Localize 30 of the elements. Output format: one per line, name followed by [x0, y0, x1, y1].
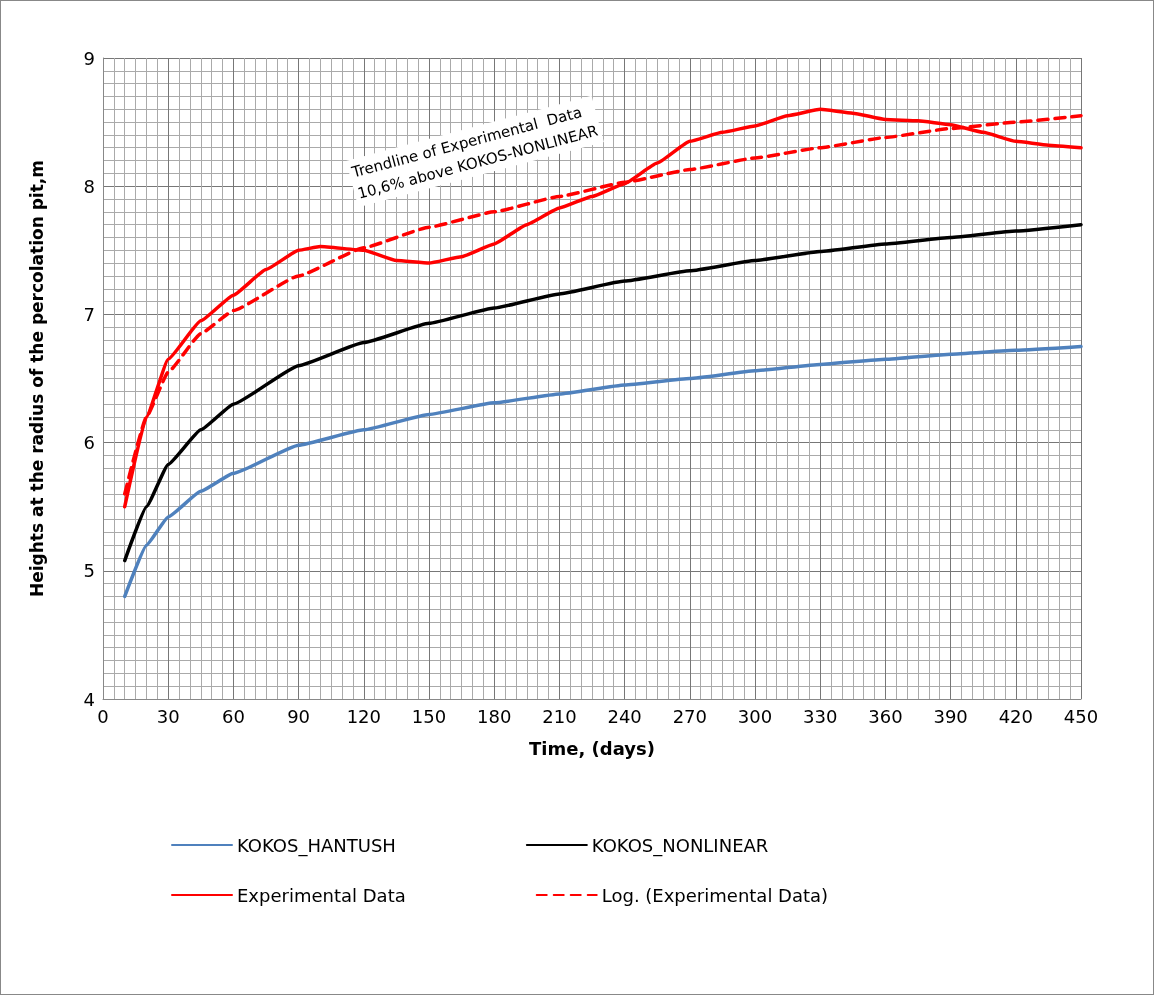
x-tick-label: 0	[97, 705, 109, 727]
x-tick-label: 420	[998, 705, 1033, 727]
legend-label: Experimental Data	[237, 884, 406, 906]
x-tick-label: 60	[221, 705, 245, 727]
line-series	[122, 344, 1083, 599]
x-tick-label: 240	[607, 705, 642, 727]
x-tick-label: 270	[672, 705, 707, 727]
y-tick-label: 4	[83, 688, 95, 710]
legend-label: Log. (Experimental Data)	[601, 884, 829, 906]
y-tick-label: 6	[83, 432, 95, 454]
legend-label: KOKOS_NONLINEAR	[591, 834, 769, 857]
y-axis-title: Heights at the radius of the percolation pit,m	[26, 160, 47, 597]
x-tick-label: 390	[933, 705, 968, 727]
x-axis-title: Time, (days)	[529, 737, 655, 759]
y-tick-label: 5	[83, 560, 95, 582]
x-tick-label: 300	[737, 705, 773, 727]
x-tick-label: 210	[542, 705, 577, 727]
x-tick-label: 120	[346, 705, 381, 727]
x-tick-label: 90	[287, 705, 311, 727]
y-tick-label: 9	[83, 47, 95, 69]
y-tick-label: 7	[83, 303, 95, 325]
x-tick-label: 150	[411, 705, 447, 727]
x-tick-label: 360	[868, 705, 903, 727]
x-tick-label: 180	[477, 705, 512, 727]
legend-label: KOKOS_HANTUSH	[237, 834, 396, 857]
x-tick-label: 30	[156, 705, 180, 727]
x-tick-label: 330	[803, 705, 838, 727]
x-tick-label: 450	[1063, 705, 1099, 727]
line-series	[122, 222, 1083, 563]
y-tick-label: 8	[83, 175, 95, 197]
